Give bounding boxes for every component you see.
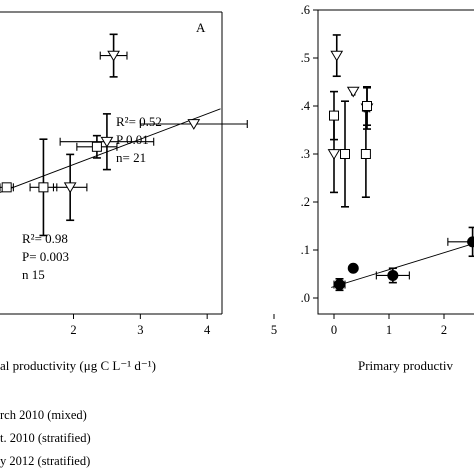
data-point-triangle <box>63 182 77 194</box>
y-tick-label: .6 <box>301 3 310 17</box>
x-tick-label: 2 <box>441 323 447 337</box>
panel-a-label: A <box>196 20 206 35</box>
regression-line <box>0 108 221 193</box>
x-tick-label: 2 <box>70 323 76 337</box>
data-point-triangle <box>327 149 341 160</box>
legend-label: t. 2010 (stratified) <box>0 431 91 445</box>
panel-a: A R²= 0.52 P 0.01 n= 21 R²= 0.98 P= 0.00… <box>0 11 277 373</box>
data-point-circle <box>347 262 359 274</box>
data-point-circle <box>467 236 474 248</box>
legend-item-stratified-2010: t. 2010 (stratified) <box>0 431 91 446</box>
legend-item-mixed: rch 2010 (mixed) <box>0 408 87 423</box>
y-tick-label: .0 <box>301 291 310 305</box>
data-point-triangle <box>107 50 120 62</box>
data-point-square <box>38 182 49 193</box>
panel-a-x-axis-title: al productivity (μg C L⁻¹ d⁻¹) <box>0 358 156 373</box>
data-point-square <box>360 149 371 159</box>
stat-p-lower: P= 0.003 <box>22 249 69 264</box>
stat-r2-upper: R²= 0.52 <box>116 114 162 129</box>
x-tick-label: 4 <box>204 323 211 337</box>
data-point-square <box>362 101 372 111</box>
x-tick-label: 1 <box>386 323 392 337</box>
regression-line <box>331 243 472 288</box>
panel-b-x-axis-title: Primary productiv <box>358 358 453 373</box>
y-tick-label: .1 <box>301 243 310 257</box>
data-point-square <box>1 182 12 193</box>
data-point-square <box>340 149 350 159</box>
data-point-circle <box>334 279 345 291</box>
panel-b-frame <box>317 9 474 315</box>
x-tick-label: 5 <box>271 323 277 337</box>
data-point-square <box>329 110 339 121</box>
x-tick-label: 3 <box>137 323 143 337</box>
data-point-square <box>91 141 102 152</box>
data-point-triangle <box>346 86 360 98</box>
legend-label: y 2012 (stratified) <box>0 454 91 468</box>
y-tick-label: .5 <box>301 51 310 65</box>
data-point-triangle <box>330 50 344 62</box>
stat-p-upper: P 0.01 <box>116 132 149 147</box>
y-tick-label: .3 <box>301 147 310 161</box>
stat-n-upper: n= 21 <box>116 150 146 165</box>
x-tick-label: 0 <box>331 323 337 337</box>
data-point-triangle <box>100 136 114 148</box>
panel-b: Primary productiv 0 1 2 .0 .1 .2 .3 .4 .5 .6 <box>301 3 474 373</box>
stat-r2-lower: R²= 0.98 <box>22 231 68 246</box>
data-point-triangle <box>187 119 201 130</box>
y-tick-label: .4 <box>301 99 311 113</box>
stat-n-lower: n 15 <box>22 267 45 282</box>
data-point-circle <box>387 269 399 281</box>
y-tick-label: .2 <box>301 195 310 209</box>
legend-label: rch 2010 (mixed) <box>0 408 87 422</box>
legend-item-stratified-2012: y 2012 (stratified) <box>0 454 90 469</box>
